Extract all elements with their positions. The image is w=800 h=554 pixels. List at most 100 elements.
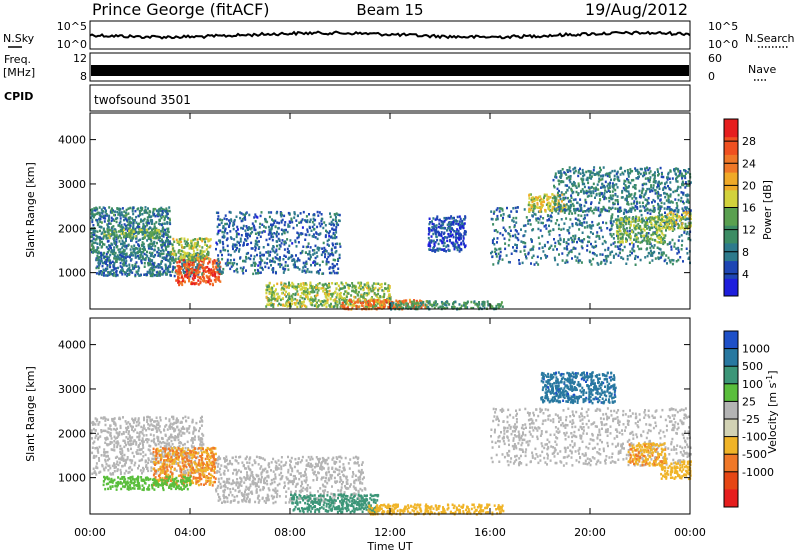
power-cell <box>562 198 565 201</box>
power-cell <box>96 242 99 245</box>
power-cell <box>188 254 191 257</box>
power-cell <box>413 302 416 305</box>
power-cell <box>195 272 197 276</box>
power-cell <box>198 276 201 280</box>
freq-tick-high: 12 <box>73 52 87 65</box>
power-cell <box>215 262 218 265</box>
power-cell <box>515 246 518 250</box>
power-cell <box>107 247 110 250</box>
power-cell <box>168 253 171 257</box>
power-cell <box>427 302 430 305</box>
power-cell <box>112 237 115 240</box>
power-cell <box>193 252 195 256</box>
power-cell <box>334 298 337 301</box>
power-cell <box>222 248 225 252</box>
power-cell <box>288 225 291 228</box>
power-cell <box>352 304 354 307</box>
power-cell <box>301 286 304 289</box>
power-cell <box>222 242 225 246</box>
power-cell <box>368 291 371 295</box>
power-cell <box>625 240 628 243</box>
power-cell <box>557 227 560 231</box>
power-cell <box>167 270 170 274</box>
power-cell <box>178 276 181 280</box>
power-cell <box>327 284 330 287</box>
power-cell <box>685 232 688 236</box>
power-cell <box>436 303 439 306</box>
power-cell <box>117 213 120 216</box>
power-cell <box>99 262 102 265</box>
power-cell <box>317 272 320 275</box>
power-cell <box>657 207 660 211</box>
power-cell <box>116 210 119 214</box>
power-cell <box>236 246 238 250</box>
power-cell <box>374 286 377 290</box>
power-cell <box>646 239 649 242</box>
power-cell <box>448 217 451 220</box>
power-cell <box>204 257 207 260</box>
power-cell <box>125 259 128 263</box>
power-cell <box>627 195 630 198</box>
power-cell <box>215 267 218 270</box>
power-cell <box>242 241 245 244</box>
power-cell <box>629 236 632 239</box>
power-cell <box>315 294 318 298</box>
power-cell <box>436 238 439 242</box>
power-cell <box>334 258 337 262</box>
power-cell <box>645 233 648 236</box>
power-cell <box>246 243 248 246</box>
power-cell <box>571 238 574 242</box>
power-cell <box>370 304 373 308</box>
power-cell <box>554 258 557 262</box>
power-cell <box>623 245 626 249</box>
power-cell <box>321 304 324 307</box>
power-cell <box>92 246 95 249</box>
power-cell <box>552 248 555 251</box>
power-cell <box>344 290 347 293</box>
power-cell <box>168 206 171 209</box>
power-cell <box>540 210 543 213</box>
power-cell <box>183 256 186 259</box>
power-cell <box>529 193 532 196</box>
power-cell <box>616 218 619 221</box>
power-cell <box>94 238 97 241</box>
power-cell <box>114 228 117 231</box>
power-cell <box>284 282 287 286</box>
power-cell <box>143 273 146 276</box>
power-cell <box>583 216 586 220</box>
power-cell <box>113 257 116 260</box>
power-cell <box>279 256 281 259</box>
power-cell <box>633 226 636 230</box>
power-cell <box>327 232 330 235</box>
power-cell <box>259 263 262 266</box>
power-cell <box>271 238 274 242</box>
power-cell <box>115 234 118 237</box>
power-cell <box>644 221 647 225</box>
power-cell <box>400 306 403 310</box>
power-cell <box>507 260 510 264</box>
power-cell <box>109 253 112 257</box>
power-cell <box>318 222 321 225</box>
power-cell <box>313 249 316 252</box>
power-cell <box>161 208 164 211</box>
power-cell <box>272 245 275 248</box>
power-cell <box>108 236 111 239</box>
power-cell <box>146 273 149 276</box>
power-cell <box>112 218 115 221</box>
power-cell <box>177 249 180 253</box>
power-cell <box>186 251 189 255</box>
power-cell <box>140 243 143 247</box>
power-cell <box>128 229 131 233</box>
power-cell <box>320 219 323 223</box>
power-cell <box>247 228 249 231</box>
power-cell <box>611 190 614 193</box>
power-cell <box>646 219 649 222</box>
power-cell <box>580 245 583 248</box>
power-cell <box>105 245 108 249</box>
power-cell <box>653 189 656 192</box>
power-cell <box>312 235 315 238</box>
power-cell <box>271 247 274 251</box>
power-cell <box>567 238 570 241</box>
power-cell <box>661 238 664 241</box>
power-cell <box>199 281 202 285</box>
